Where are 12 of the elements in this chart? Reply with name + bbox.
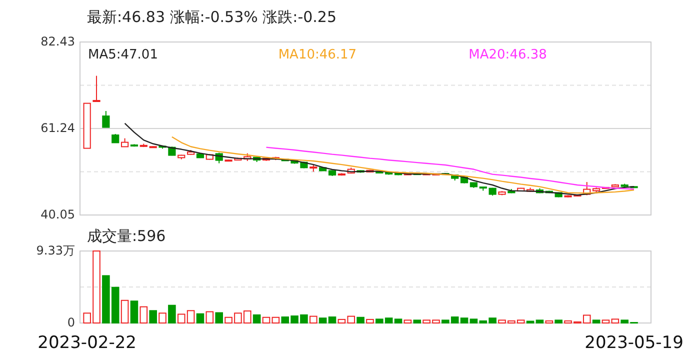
text: MA5:47.01 [88,48,158,63]
chart-title: 成交量:596 [87,227,166,245]
chart-title: 最新:46.83 涨幅:-0.53% 涨跌:-0.25 [87,8,337,26]
y-tick-label: 0 [67,315,75,330]
text: MA10:46.17 [278,48,357,63]
x-tick-label: 2023-05-19 [584,333,684,353]
y-tick-label: 82.43 [40,34,75,48]
y-tick-label: 61.24 [40,120,75,135]
y-tick-label: 9.33万 [36,243,75,258]
y-tick-label: 40.05 [40,207,75,222]
text: MA20:46.38 [468,48,547,63]
x-tick-label: 2023-02-22 [38,333,136,353]
